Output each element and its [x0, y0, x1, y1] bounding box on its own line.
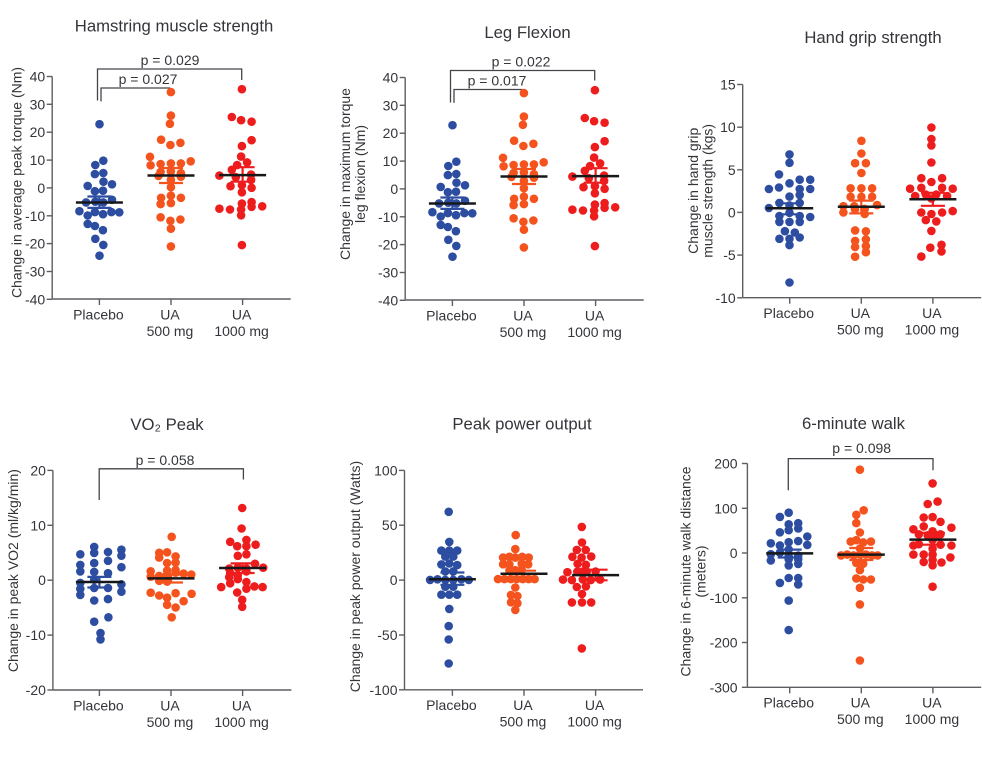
svg-text:p = 0.017: p = 0.017 — [468, 73, 527, 89]
svg-text:UA: UA — [922, 694, 942, 710]
svg-text:-200: -200 — [710, 635, 738, 651]
svg-text:Change in peak VO2 (ml/kg/min): Change in peak VO2 (ml/kg/min) — [5, 469, 21, 672]
svg-text:UA: UA — [160, 306, 180, 322]
svg-text:muscle strength (kgs): muscle strength (kgs) — [699, 124, 715, 258]
svg-text:500 mg: 500 mg — [837, 711, 884, 727]
svg-text:-5: -5 — [723, 247, 736, 263]
svg-text:-30: -30 — [378, 265, 398, 281]
svg-text:50: 50 — [382, 517, 398, 533]
svg-text:Placebo: Placebo — [763, 694, 814, 710]
svg-text:Hamstring muscle strength: Hamstring muscle strength — [75, 16, 273, 35]
svg-text:Change in average peak torque: Change in average peak torque (Nm) — [8, 67, 24, 298]
svg-text:Placebo: Placebo — [426, 697, 477, 713]
svg-text:0: 0 — [390, 181, 398, 197]
svg-text:Placebo: Placebo — [763, 305, 814, 321]
svg-text:500 mg: 500 mg — [147, 714, 194, 730]
svg-text:500 mg: 500 mg — [147, 323, 194, 339]
svg-text:10: 10 — [30, 517, 46, 533]
svg-text:Leg Flexion: Leg Flexion — [484, 23, 570, 42]
svg-text:-30: -30 — [25, 264, 45, 280]
svg-text:UA: UA — [585, 307, 605, 323]
svg-text:500 mg: 500 mg — [837, 322, 884, 338]
svg-text:40: 40 — [30, 69, 46, 85]
svg-text:UA: UA — [513, 307, 533, 323]
svg-text:0: 0 — [730, 545, 738, 561]
svg-text:30: 30 — [30, 96, 46, 112]
svg-text:15: 15 — [720, 77, 736, 93]
svg-text:p = 0.098: p = 0.098 — [832, 440, 891, 456]
svg-text:200: 200 — [714, 456, 738, 472]
svg-text:leg flexion (Nm): leg flexion (Nm) — [352, 125, 368, 223]
svg-text:-20: -20 — [25, 236, 45, 252]
svg-text:100: 100 — [374, 462, 398, 478]
svg-text:0: 0 — [728, 204, 736, 220]
svg-text:p = 0.029: p = 0.029 — [141, 52, 200, 68]
svg-text:0: 0 — [37, 180, 45, 196]
svg-text:p = 0.058: p = 0.058 — [136, 452, 195, 468]
svg-text:-100: -100 — [369, 682, 397, 698]
svg-text:5: 5 — [728, 162, 736, 178]
svg-text:UA: UA — [851, 305, 871, 321]
svg-text:1000 mg: 1000 mg — [567, 714, 621, 730]
svg-text:UA: UA — [513, 697, 533, 713]
svg-text:100: 100 — [714, 500, 738, 516]
svg-text:20: 20 — [30, 462, 46, 478]
svg-text:-300: -300 — [710, 679, 738, 695]
svg-text:1000 mg: 1000 mg — [905, 711, 959, 727]
svg-text:p = 0.027: p = 0.027 — [119, 71, 178, 87]
svg-text:UA: UA — [232, 306, 252, 322]
svg-text:10: 10 — [383, 153, 399, 169]
svg-text:Placebo: Placebo — [73, 306, 124, 322]
svg-text:10: 10 — [30, 152, 46, 168]
svg-text:Change in hand grip: Change in hand grip — [685, 128, 701, 254]
svg-text:-10: -10 — [25, 208, 45, 224]
svg-text:Hand grip strength: Hand grip strength — [804, 28, 941, 47]
svg-text:Peak power output: Peak power output — [452, 415, 592, 434]
svg-text:Change in 6-minute walk distan: Change in 6-minute walk distance — [678, 466, 694, 676]
svg-text:-10: -10 — [378, 209, 398, 225]
svg-text:1000 mg: 1000 mg — [905, 322, 959, 338]
svg-text:1000 mg: 1000 mg — [214, 323, 268, 339]
svg-text:-40: -40 — [25, 291, 45, 307]
svg-text:1000 mg: 1000 mg — [214, 714, 268, 730]
svg-text:Change in peak power output (W: Change in peak power output (Watts) — [347, 461, 363, 692]
svg-text:Placebo: Placebo — [426, 307, 477, 323]
svg-text:Change in maximum torque: Change in maximum torque — [337, 88, 353, 260]
svg-text:40: 40 — [383, 70, 399, 86]
svg-text:10: 10 — [720, 119, 736, 135]
svg-text:1000 mg: 1000 mg — [567, 324, 621, 340]
svg-text:-40: -40 — [378, 292, 398, 308]
svg-text:VO₂ Peak: VO₂ Peak — [130, 415, 204, 434]
svg-text:p = 0.022: p = 0.022 — [492, 53, 551, 69]
svg-text:UA: UA — [922, 305, 942, 321]
svg-text:-50: -50 — [377, 627, 397, 643]
svg-text:20: 20 — [383, 125, 399, 141]
svg-text:-20: -20 — [26, 682, 46, 698]
svg-text:-10: -10 — [715, 290, 735, 306]
svg-text:500 mg: 500 mg — [500, 714, 547, 730]
svg-text:500 mg: 500 mg — [500, 324, 547, 340]
svg-text:0: 0 — [38, 572, 46, 588]
svg-text:0: 0 — [390, 572, 398, 588]
svg-text:UA: UA — [585, 697, 605, 713]
svg-text:UA: UA — [232, 697, 252, 713]
svg-text:6-minute walk: 6-minute walk — [802, 414, 906, 433]
svg-text:20: 20 — [30, 124, 46, 140]
svg-text:-10: -10 — [26, 627, 46, 643]
svg-text:30: 30 — [383, 97, 399, 113]
svg-text:UA: UA — [160, 697, 180, 713]
svg-text:-20: -20 — [378, 237, 398, 253]
svg-text:(meters): (meters) — [693, 545, 709, 597]
svg-text:UA: UA — [851, 694, 871, 710]
svg-text:-100: -100 — [710, 590, 738, 606]
svg-text:Placebo: Placebo — [73, 697, 124, 713]
